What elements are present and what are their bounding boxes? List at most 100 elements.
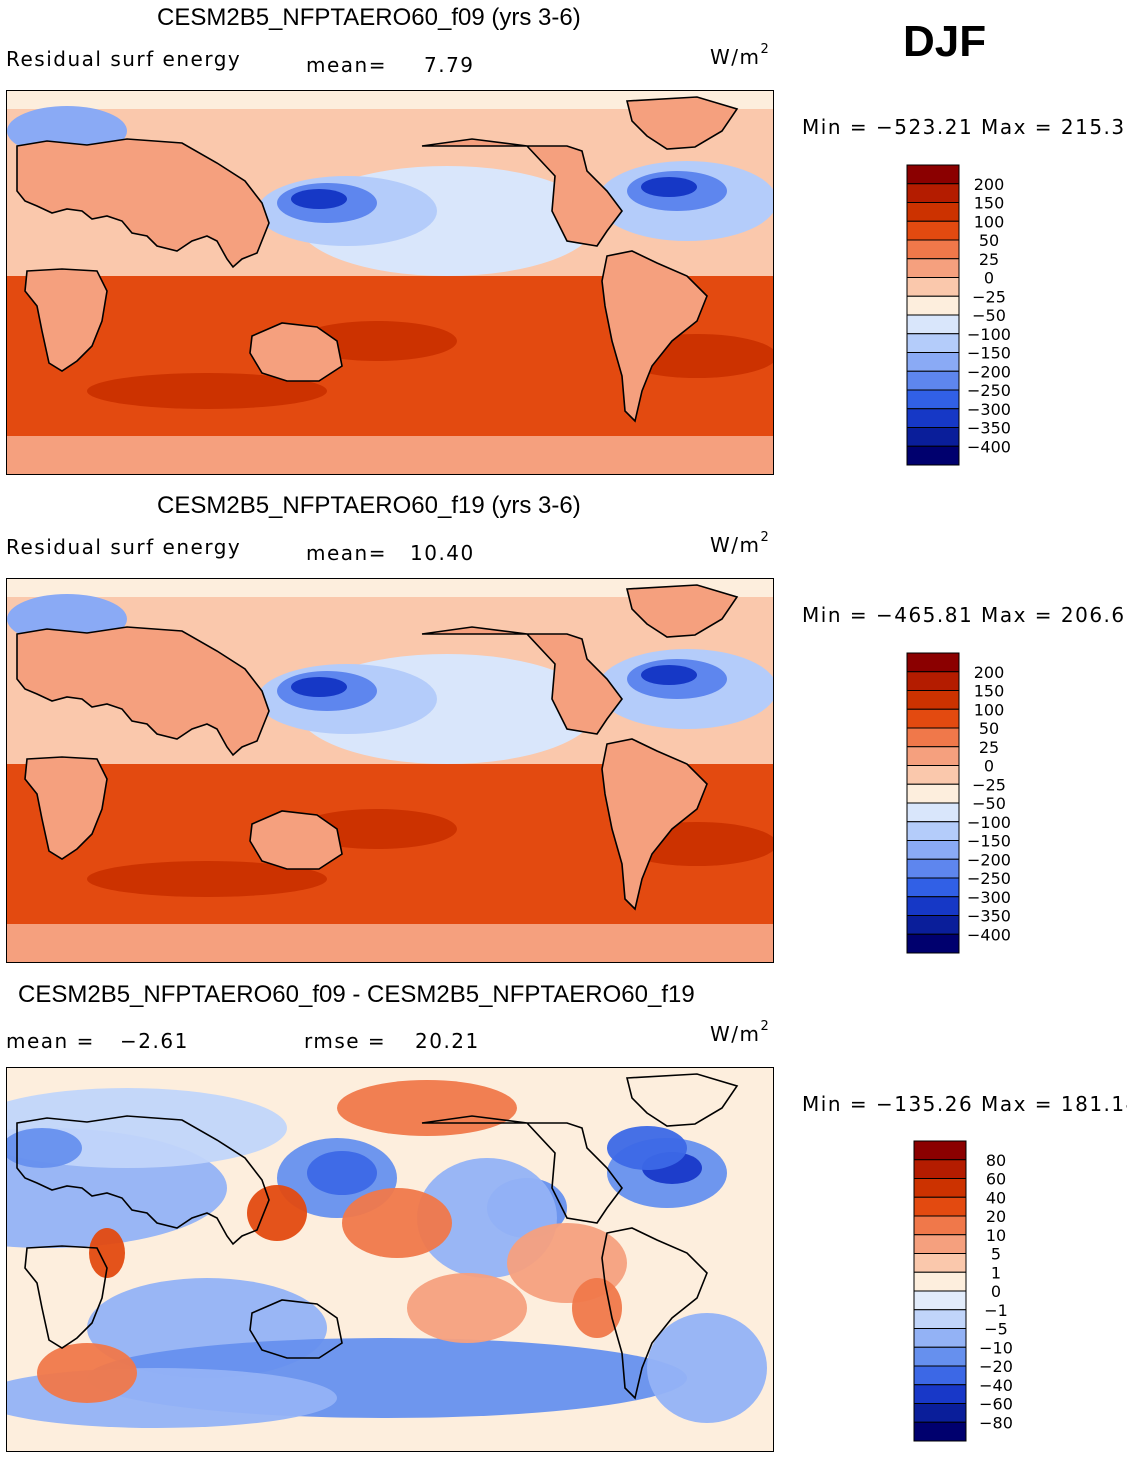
colorbar-tick-label: −300 <box>967 888 1011 907</box>
colorbar-tick-label: 150 <box>974 194 1005 213</box>
colorbar-box <box>906 202 960 222</box>
colorbar-box <box>913 1234 967 1254</box>
colorbar-tick-label: −300 <box>967 400 1011 419</box>
panel-3-rmse-value: 20.21 <box>415 1029 480 1053</box>
colorbar-tick-label: −50 <box>972 794 1006 813</box>
colorbar-tick-label: −80 <box>979 1413 1013 1432</box>
colorbar-box <box>913 1271 967 1292</box>
panel-1-units: W/m2 <box>710 42 771 69</box>
colorbar-box <box>913 1365 967 1386</box>
colorbar-tick-label: 50 <box>979 719 999 738</box>
colorbar-box <box>913 1290 967 1311</box>
colorbar-tick-label: −250 <box>967 869 1011 888</box>
panel-2-units: W/m2 <box>710 530 771 557</box>
colorbar-tick-label: −20 <box>979 1357 1013 1376</box>
colorbar-tick-label: 5 <box>991 1245 1001 1264</box>
colorbar-box <box>913 1178 967 1198</box>
colorbar-tick-label: −150 <box>967 344 1011 363</box>
colorbar-tick-label: 40 <box>986 1188 1006 1207</box>
colorbar-tick-label: 200 <box>974 663 1005 682</box>
colorbar-box <box>906 408 960 428</box>
colorbar-tick-label: 80 <box>986 1151 1006 1170</box>
colorbar-box <box>913 1215 967 1236</box>
panel-2-title: CESM2B5_NFPTAERO60_f19 (yrs 3-6) <box>157 492 581 519</box>
colorbar-box <box>913 1309 967 1329</box>
colorbar-box <box>906 896 960 916</box>
colorbar-box <box>906 877 960 898</box>
colorbar-box <box>906 746 960 766</box>
colorbar-box <box>906 708 960 729</box>
colorbar-box <box>906 765 960 785</box>
colorbar-box <box>906 314 960 335</box>
colorbar-tick-label: 0 <box>984 269 994 288</box>
season-label: DJF <box>903 17 987 66</box>
panel-2-minmax: Min = −465.81 Max = 206.62 <box>802 603 1127 627</box>
colorbar-box <box>913 1403 967 1423</box>
colorbar-box <box>913 1421 967 1442</box>
panel-1-colorbar: 20015010050250−25−50−100−150−200−250−300… <box>906 164 1011 466</box>
colorbar-tick-label: −60 <box>979 1395 1013 1414</box>
colorbar-tick-label: 100 <box>974 212 1005 231</box>
colorbar-box <box>906 277 960 297</box>
colorbar-tick-label: 200 <box>974 175 1005 194</box>
colorbar-tick-label: −250 <box>967 381 1011 400</box>
colorbar-box <box>906 933 960 954</box>
panel-3-mean-label: mean = <box>6 1029 95 1053</box>
panel-3-title: CESM2B5_NFPTAERO60_f09 - CESM2B5_NFPTAER… <box>18 981 695 1008</box>
colorbar-box <box>913 1346 967 1367</box>
colorbar-tick-label: −25 <box>972 287 1006 306</box>
colorbar-box <box>906 389 960 410</box>
colorbar-box <box>906 183 960 203</box>
colorbar-tick-label: 60 <box>986 1170 1006 1189</box>
colorbar-box <box>906 802 960 823</box>
colorbar-tick-label: 10 <box>986 1226 1006 1245</box>
colorbar-tick-label: 150 <box>974 682 1005 701</box>
colorbar-box <box>906 445 960 466</box>
colorbar-box <box>906 840 960 860</box>
colorbar-box <box>913 1384 967 1404</box>
panel-3-map <box>6 1067 774 1452</box>
colorbar-box <box>906 220 960 241</box>
colorbar-box <box>906 652 960 673</box>
colorbar-box <box>906 427 960 447</box>
colorbar-tick-label: 20 <box>986 1207 1006 1226</box>
colorbar-tick-label: 1 <box>991 1263 1001 1282</box>
panel-3-mean-value: −2.61 <box>120 1029 189 1053</box>
colorbar-box <box>913 1140 967 1161</box>
panel-3-rmse-label: rmse = <box>304 1029 387 1053</box>
colorbar-tick-label: −25 <box>972 775 1006 794</box>
panel-2-map <box>6 578 774 963</box>
panel-1-variable-label: Residual surf energy <box>6 47 242 71</box>
colorbar-tick-label: −10 <box>979 1338 1013 1357</box>
colorbar-tick-label: 25 <box>979 250 999 269</box>
panel-3-minmax: Min = −135.26 Max = 181.14 <box>802 1092 1127 1116</box>
colorbar-box <box>913 1196 967 1217</box>
colorbar-box <box>906 821 960 841</box>
colorbar-tick-label: −150 <box>967 832 1011 851</box>
colorbar-box <box>906 370 960 391</box>
colorbar-box <box>906 858 960 879</box>
colorbar-box <box>906 671 960 691</box>
colorbar-box <box>906 727 960 748</box>
colorbar-tick-label: −400 <box>967 437 1011 456</box>
colorbar-tick-label: −1 <box>984 1301 1008 1320</box>
panel-1-mean-label: mean= <box>306 53 387 77</box>
panel-1-map <box>6 90 774 475</box>
colorbar-tick-label: −350 <box>967 419 1011 438</box>
colorbar-box <box>906 915 960 935</box>
panel-2-colorbar: 20015010050250−25−50−100−150−200−250−300… <box>906 652 1011 954</box>
colorbar-tick-label: −350 <box>967 907 1011 926</box>
colorbar-box <box>906 352 960 372</box>
colorbar-tick-label: −5 <box>984 1320 1008 1339</box>
colorbar-tick-label: −400 <box>967 925 1011 944</box>
panel-1-minmax: Min = −523.21 Max = 215.31 <box>802 115 1127 139</box>
colorbar-tick-label: −50 <box>972 306 1006 325</box>
colorbar-tick-label: 25 <box>979 738 999 757</box>
colorbar-box <box>913 1159 967 1179</box>
panel-3-units: W/m2 <box>710 1019 771 1046</box>
colorbar-box <box>913 1328 967 1348</box>
colorbar-box <box>906 164 960 185</box>
panel-1-title: CESM2B5_NFPTAERO60_f09 (yrs 3-6) <box>157 4 581 31</box>
colorbar-tick-label: −200 <box>967 362 1011 381</box>
